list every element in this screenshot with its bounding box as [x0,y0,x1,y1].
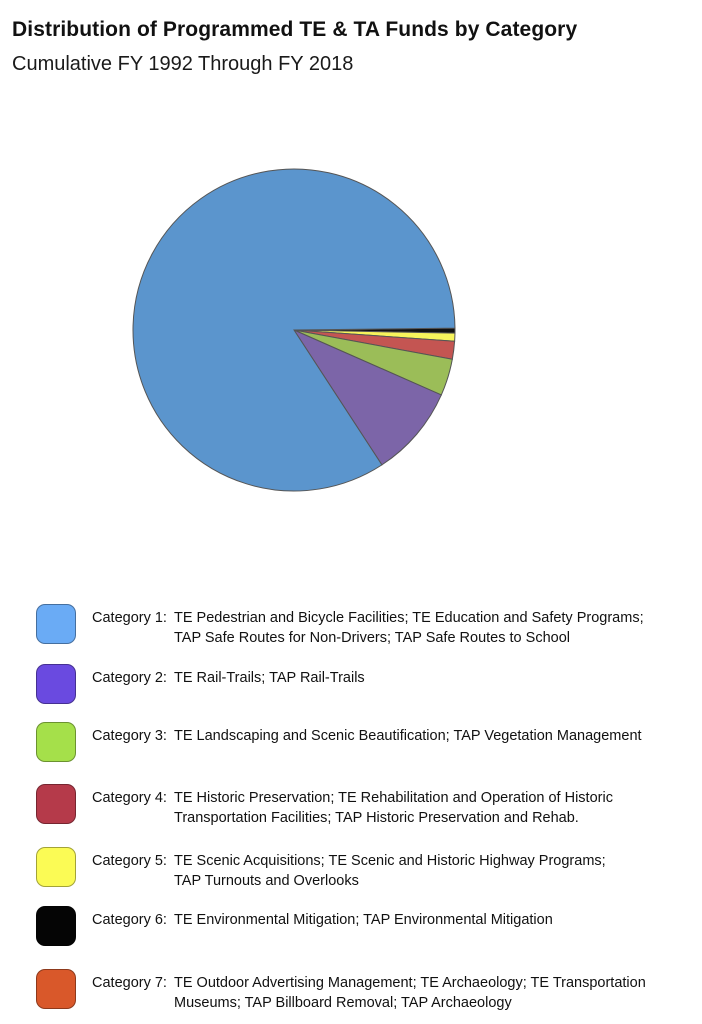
legend-category-desc-line2: TAP Safe Routes for Non-Drivers; TAP Saf… [174,630,570,646]
chart-title: Distribution of Programmed TE & TA Funds… [12,18,578,41]
legend-category-desc-line1: TE Rail-Trails; TAP Rail-Trails [174,670,365,686]
legend-swatch-category-3 [36,722,76,762]
legend-item-category-3: Category 3: TE Landscaping and Scenic Bea… [36,722,686,770]
legend-item-category-1: Category 1: TE Pedestrian and Bicycle Fac… [36,604,686,652]
legend-text-category-7: Category 7: TE Outdoor Advertising Manage… [92,973,692,1013]
legend-category-label: Category 1: [92,610,167,626]
legend-item-category-7: Category 7: TE Outdoor Advertising Manage… [36,969,686,1017]
legend-category-label: Category 7: [92,975,167,991]
legend-category-desc-line2: TAP Turnouts and Overlooks [174,873,359,889]
legend-item-category-4: Category 4: TE Historic Preservation; TE … [36,784,686,832]
legend-category-desc-line1: TE Outdoor Advertising Management; TE Ar… [174,975,646,991]
legend-category-label: Category 4: [92,790,167,806]
legend-item-category-5: Category 5: TE Scenic Acquisitions; TE Sc… [36,847,686,895]
legend-text-category-2: Category 2: TE Rail-Trails; TAP Rail-Trai… [92,668,692,688]
legend-text-category-5: Category 5: TE Scenic Acquisitions; TE Sc… [92,851,692,891]
legend-swatch-category-5 [36,847,76,887]
legend-category-label: Category 5: [92,853,167,869]
legend-category-desc-line1: TE Landscaping and Scenic Beautification… [174,728,642,744]
legend-text-category-3: Category 3: TE Landscaping and Scenic Bea… [92,726,692,746]
legend-swatch-category-4 [36,784,76,824]
legend-swatch-category-1 [36,604,76,644]
pie-chart [132,168,456,492]
chart-subtitle: Cumulative FY 1992 Through FY 2018 [12,53,354,75]
legend-text-category-6: Category 6: TE Environmental Mitigation; … [92,910,692,930]
pie-chart-area [132,168,456,492]
legend-text-category-4: Category 4: TE Historic Preservation; TE … [92,788,692,828]
legend-category-label: Category 6: [92,912,167,928]
legend-item-category-2: Category 2: TE Rail-Trails; TAP Rail-Trai… [36,664,686,712]
legend-category-desc-line1: TE Pedestrian and Bicycle Facilities; TE… [174,610,644,626]
legend-item-category-6: Category 6: TE Environmental Mitigation; … [36,906,686,954]
legend-category-desc-line1: TE Environmental Mitigation; TAP Environ… [174,912,553,928]
legend-category-desc-line1: TE Scenic Acquisitions; TE Scenic and Hi… [174,853,606,869]
legend-category-label: Category 3: [92,728,167,744]
legend-category-desc-line1: TE Historic Preservation; TE Rehabilitat… [174,790,613,806]
legend-swatch-category-7 [36,969,76,1009]
legend-category-desc-line2: Transportation Facilities; TAP Historic … [174,810,579,826]
pie-slice-category-1 [132,168,456,492]
legend-text-category-1: Category 1: TE Pedestrian and Bicycle Fac… [92,608,692,648]
legend-category-label: Category 2: [92,670,167,686]
pie-slice-category-2 [292,328,442,466]
legend-swatch-category-2 [36,664,76,704]
legend-swatch-category-6 [36,906,76,946]
legend-category-desc-line2: Museums; TAP Billboard Removal; TAP Arch… [174,995,512,1011]
